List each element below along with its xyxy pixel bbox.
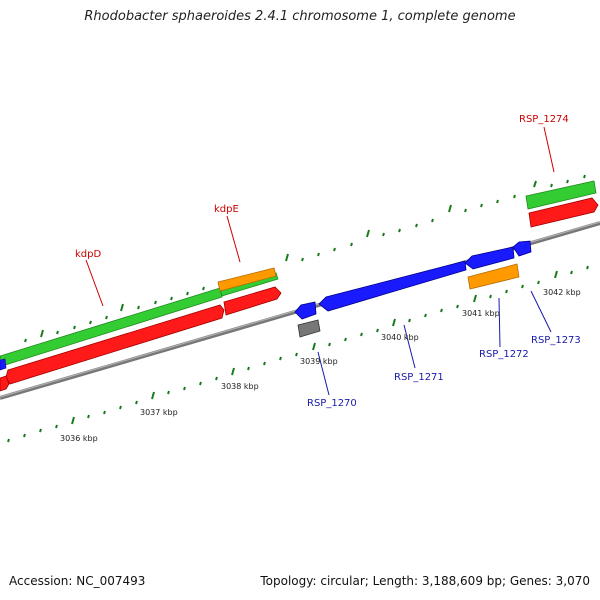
RSP_1272-gene[interactable]	[464, 246, 515, 270]
RSP_1273-label[interactable]: RSP_1273	[531, 335, 581, 346]
tick-label-3038: 3038 kbp	[221, 382, 259, 391]
kdpE-cds[interactable]	[223, 286, 282, 316]
RSP_1274-cds[interactable]	[528, 197, 599, 228]
RSP_1273-gene[interactable]	[512, 240, 532, 257]
left-edge-cds[interactable]	[0, 375, 10, 392]
RSP_1270-label[interactable]: RSP_1270	[307, 398, 357, 409]
RSP_1272-feature[interactable]	[467, 263, 520, 290]
tick-label-3036: 3036 kbp	[60, 434, 98, 443]
tick-label-3042: 3042 kbp	[543, 288, 581, 297]
tick-label-3037: 3037 kbp	[140, 408, 178, 417]
RSP_1271-leader	[403, 324, 416, 369]
inner-tick-ring	[7, 265, 589, 443]
RSP_1272-label[interactable]: RSP_1272	[479, 349, 529, 360]
outer-tick-ring	[7, 174, 586, 365]
kdpE-feature[interactable]	[217, 267, 277, 292]
tick-label-3039: 3039 kbp	[300, 357, 338, 366]
accession-text: Accession: NC_007493	[9, 574, 146, 588]
tick-label-3041: 3041 kbp	[462, 309, 500, 318]
RSP_1274-label[interactable]: RSP_1274	[519, 114, 569, 125]
map-title: Rhodobacter sphaeroides 2.4.1 chromosome…	[84, 9, 516, 24]
RSP_1270-leader	[317, 351, 330, 396]
RSP_1270-gene[interactable]	[294, 301, 317, 320]
RSP_1271-gene[interactable]	[318, 260, 467, 312]
kdpE-leader	[226, 215, 241, 263]
kdpD-leader	[85, 259, 104, 307]
RSP_1274-gene[interactable]	[525, 180, 597, 210]
left-edge-gene[interactable]	[0, 358, 7, 371]
tick-label-3040: 3040 kbp	[381, 333, 419, 342]
RSP_1272-leader	[498, 297, 501, 348]
RSP_1271-label[interactable]: RSP_1271	[394, 372, 444, 383]
RSP_1273-leader	[530, 290, 552, 333]
kdpE-label[interactable]: kdpE	[214, 204, 239, 215]
RSP_1274-leader	[543, 126, 555, 173]
kdpD-label[interactable]: kdpD	[75, 249, 101, 260]
RSP_1270-pseudo[interactable]	[297, 319, 321, 338]
genome-stats-text: Topology: circular; Length: 3,188,609 bp…	[260, 574, 590, 588]
